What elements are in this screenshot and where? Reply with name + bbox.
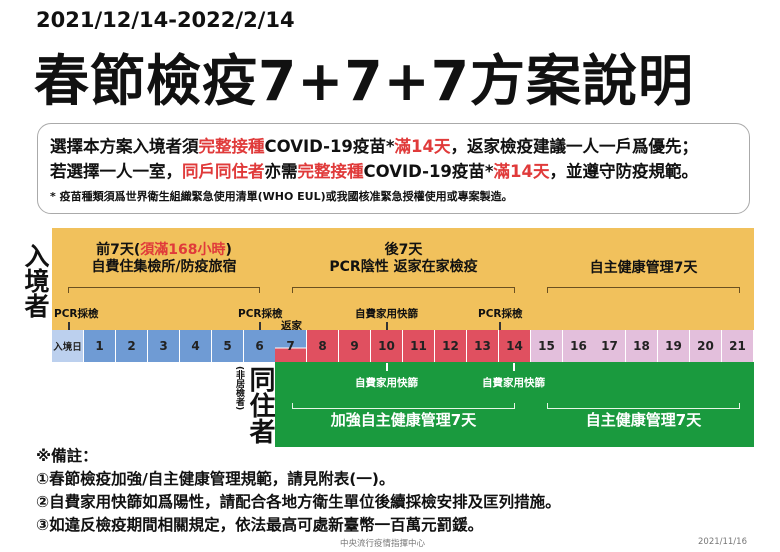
vaccine-footnote: * 疫苗種類須爲世界衛生組織緊急使用清單(WHO EUL)或我國核准緊急授權使用… — [50, 190, 513, 203]
entrant-label: 入境者 — [21, 243, 50, 318]
cohabitant-sublabel: (非居檢者) — [234, 366, 244, 411]
day-cell: 7 — [275, 330, 306, 362]
note-item: ②自費家用快篩如爲陽性，請配合各地方衛生單位後續採檢安排及匡列措施。 — [36, 493, 561, 511]
day-cell: 5 — [212, 330, 243, 362]
day-cell: 14 — [499, 330, 530, 362]
phase2-label: 後7天 PCR陰性 返家在家檢疫 — [329, 242, 478, 275]
footer-org: 中央流行疫情指揮中心 — [340, 539, 426, 549]
day-cell: 13 — [467, 330, 498, 362]
co-rapid-test-label: 自費家用快篩 — [482, 377, 545, 389]
pcr-test-label: PCR採檢 — [238, 308, 283, 320]
co-phase1-label: 加強自主健康管理7天 — [330, 411, 477, 429]
day-cell: 15 — [531, 330, 562, 362]
info-text-segment: COVID-19疫苗* — [363, 162, 494, 181]
day-cell: 11 — [403, 330, 434, 362]
day-cell: 19 — [658, 330, 689, 362]
phase2-bracket — [292, 287, 515, 293]
pcr-test-label: PCR採檢 — [478, 308, 523, 320]
day-cell: 1 — [84, 330, 115, 362]
info-text-segment: 若選擇一人一室， — [50, 162, 182, 181]
co-rapid-tick — [513, 363, 515, 371]
day-cell: 16 — [563, 330, 594, 362]
day-cell: 6 — [244, 330, 275, 362]
day-cell: 12 — [435, 330, 466, 362]
rapid-test-label: 自費家用快篩 — [355, 308, 418, 320]
return-home-label: 返家 — [281, 320, 302, 332]
day-cell: 10 — [371, 330, 402, 362]
phase1-label: 前7天(須滿168小時) 自費住集檢所/防疫旅宿 — [91, 242, 237, 275]
info-box: 選擇本方案入境者須完整接種COVID-19疫苗*滿14天，返家檢疫建議一人一戶爲… — [37, 123, 750, 214]
co-rapid-test-label: 自費家用快篩 — [355, 377, 418, 389]
date-range: 2021/12/14-2022/2/14 — [36, 8, 295, 32]
co-phase2-label: 自主健康管理7天 — [585, 411, 702, 429]
pcr-test-label: PCR採檢 — [54, 308, 99, 320]
phase1-bracket — [68, 287, 260, 293]
day-cell: 8 — [307, 330, 338, 362]
footer-date: 2021/11/16 — [698, 537, 747, 547]
info-text-segment: 同戶同住者 — [182, 162, 265, 181]
info-text-segment: 亦需 — [264, 162, 298, 181]
entry-day-cell: 入境日 — [52, 330, 83, 362]
info-text-segment: 滿14天 — [493, 162, 550, 181]
phase3-bracket — [547, 287, 740, 293]
day-cell: 2 — [116, 330, 147, 362]
info-text-segment: 完整接種 — [198, 137, 265, 156]
note-item: ③如違反檢疫期間相關規定，依法最高可處新臺幣一百萬元罰鍰。 — [36, 516, 484, 534]
day-cell: 9 — [339, 330, 370, 362]
info-text-segment: ，返家檢疫建議一人一戶爲優先； — [450, 137, 699, 156]
pcr-tick — [68, 322, 70, 330]
pcr-tick — [499, 322, 501, 330]
notes-heading: ※備註： — [36, 447, 98, 465]
day-cell: 3 — [148, 330, 179, 362]
info-line-2: 若選擇一人一室，同戶同住者亦需完整接種COVID-19疫苗*滿14天，並遵守防疫… — [50, 158, 698, 182]
entrant-timeline-band — [52, 228, 754, 330]
info-text-segment: ，並遵守防疫規範。 — [549, 162, 699, 181]
day-cell: 20 — [690, 330, 721, 362]
co-phase1-bracket — [292, 403, 515, 409]
info-line-1: 選擇本方案入境者須完整接種COVID-19疫苗*滿14天，返家檢疫建議一人一戶爲… — [50, 133, 698, 157]
day-cell: 21 — [722, 330, 753, 362]
cohabitant-label: 同住者 — [245, 366, 275, 444]
info-text-segment: COVID-19疫苗* — [264, 137, 395, 156]
day-cell: 17 — [594, 330, 625, 362]
co-rapid-tick — [386, 363, 388, 371]
page-title: 春節檢疫7+7+7方案說明 — [34, 49, 694, 113]
pcr-tick — [259, 322, 261, 330]
phase3-label: 自主健康管理7天 — [589, 260, 698, 276]
note-item: ①春節檢疫加強/自主健康管理規範，請見附表(一)。 — [36, 470, 395, 488]
co-phase2-bracket — [547, 403, 740, 409]
day-cell: 18 — [626, 330, 657, 362]
rapid-tick — [386, 322, 388, 330]
info-text-segment: 完整接種 — [297, 162, 364, 181]
day-cell: 4 — [180, 330, 211, 362]
info-text-segment: 選擇本方案入境者須 — [50, 137, 199, 156]
info-text-segment: 滿14天 — [394, 137, 451, 156]
